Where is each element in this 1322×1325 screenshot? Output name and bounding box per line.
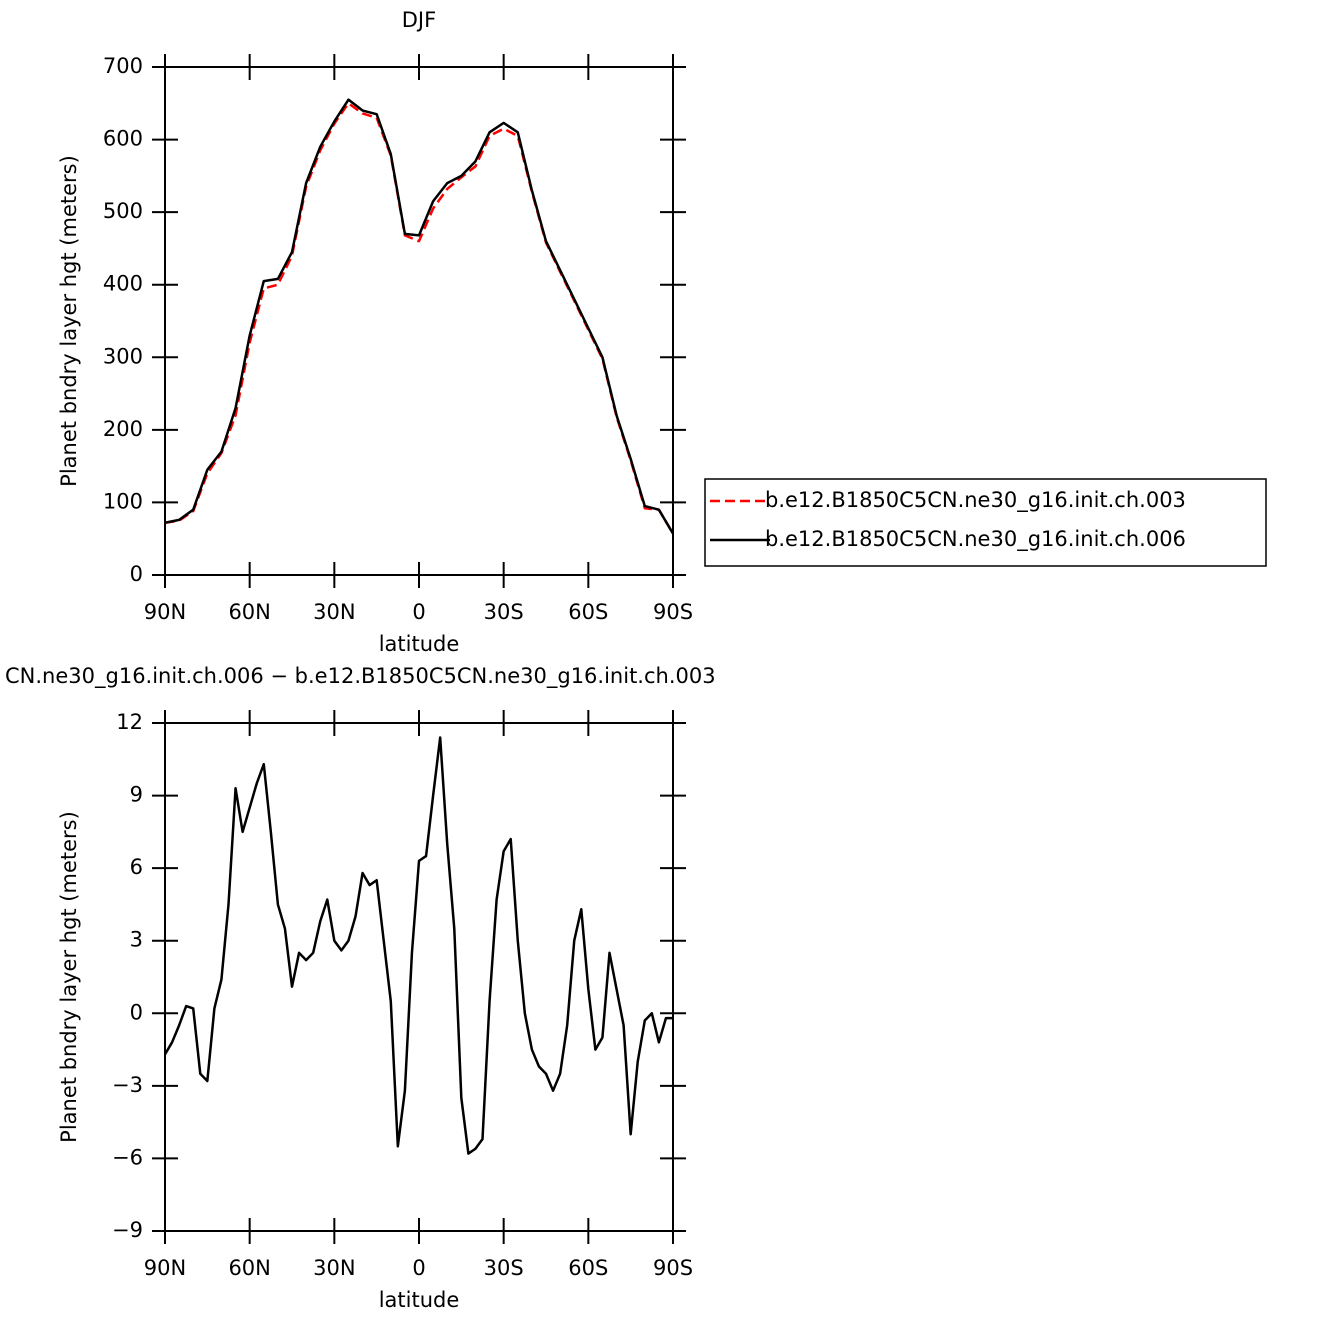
y-tick-label: 100 (103, 489, 143, 513)
y-tick-label: 0 (130, 562, 143, 586)
y-tick-label: 600 (103, 127, 143, 151)
data-line (163, 736, 673, 1155)
x-tick-label: 30S (484, 600, 524, 624)
x-tick-label: 0 (412, 600, 425, 624)
y-tick-label: 300 (103, 344, 143, 368)
x-tick-label: 0 (412, 1256, 425, 1280)
y-tick-label: 12 (116, 710, 143, 734)
y-tick-label: 3 (130, 928, 143, 952)
data-line (164, 102, 675, 535)
x-axis-label: latitude (379, 1288, 460, 1312)
legend-box (704, 478, 1267, 567)
chart-title: DJF (402, 8, 436, 32)
data-line (164, 98, 675, 535)
y-tick-label: −3 (112, 1073, 143, 1097)
plot-frame (164, 722, 674, 1232)
y-tick-label: −9 (112, 1218, 143, 1242)
y-tick-label: 6 (130, 855, 143, 879)
y-tick-label: 200 (103, 417, 143, 441)
x-tick-label: 30N (313, 600, 355, 624)
y-axis-label: Planet bndry layer hgt (meters) (57, 811, 81, 1143)
legend-label: b.e12.B1850C5CN.ne30_g16.init.ch.006 (765, 527, 1186, 552)
x-axis-label: latitude (379, 632, 460, 656)
x-tick-label: 30S (484, 1256, 524, 1280)
x-tick-label: 60N (228, 600, 270, 624)
x-tick-label: 90N (144, 600, 186, 624)
y-tick-label: 400 (103, 272, 143, 296)
x-tick-label: 90S (653, 600, 693, 624)
x-tick-label: 30N (313, 1256, 355, 1280)
chart-title: CN.ne30_g16.init.ch.006 − b.e12.B1850C5C… (5, 664, 716, 689)
y-tick-label: 700 (103, 54, 143, 78)
y-tick-label: 0 (130, 1000, 143, 1024)
x-tick-label: 90N (144, 1256, 186, 1280)
x-tick-label: 60N (228, 1256, 270, 1280)
y-tick-label: 9 (130, 783, 143, 807)
x-tick-label: 60S (568, 1256, 608, 1280)
x-tick-label: 90S (653, 1256, 693, 1280)
y-tick-label: −6 (112, 1145, 143, 1169)
legend-label: b.e12.B1850C5CN.ne30_g16.init.ch.003 (765, 488, 1186, 513)
y-tick-label: 500 (103, 199, 143, 223)
x-tick-label: 60S (568, 600, 608, 624)
plot-frame (164, 66, 674, 576)
y-axis-label: Planet bndry layer hgt (meters) (57, 155, 81, 487)
